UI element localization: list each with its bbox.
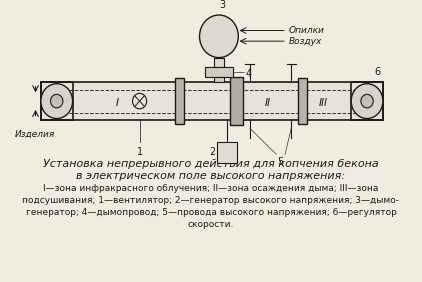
- Text: 2: 2: [209, 147, 215, 157]
- Text: 1: 1: [137, 147, 143, 157]
- Bar: [230, 77, 243, 125]
- Text: I: I: [116, 98, 119, 108]
- Bar: [41, 82, 73, 120]
- Bar: [41, 82, 383, 120]
- Circle shape: [41, 84, 73, 118]
- Text: 5: 5: [278, 157, 284, 167]
- Text: 6: 6: [375, 67, 381, 77]
- Bar: [175, 78, 184, 124]
- Text: I—зона инфракрасного облучения; II—зона осаждения дыма; III—зона
подсушивания; 1: I—зона инфракрасного облучения; II—зона …: [22, 184, 400, 229]
- Circle shape: [200, 15, 238, 58]
- Text: III: III: [319, 98, 327, 108]
- Text: Установка непрерывного действия для копчения бекона: Установка непрерывного действия для копч…: [43, 159, 379, 169]
- Bar: [205, 67, 233, 77]
- Text: Опилки: Опилки: [289, 26, 325, 35]
- Circle shape: [133, 93, 146, 109]
- Bar: [351, 82, 383, 120]
- Circle shape: [361, 94, 373, 108]
- Text: 3: 3: [219, 0, 225, 10]
- Bar: [298, 78, 307, 124]
- Bar: [217, 142, 237, 163]
- Text: II: II: [265, 98, 271, 108]
- Bar: [214, 58, 224, 67]
- Text: Изделия: Изделия: [14, 130, 55, 139]
- Text: в электрическом поле высокого напряжения:: в электрическом поле высокого напряжения…: [76, 171, 346, 181]
- Bar: [214, 77, 224, 82]
- Circle shape: [351, 84, 383, 118]
- Text: Воздух: Воздух: [289, 37, 322, 46]
- Circle shape: [51, 94, 63, 108]
- Text: 4: 4: [245, 69, 252, 79]
